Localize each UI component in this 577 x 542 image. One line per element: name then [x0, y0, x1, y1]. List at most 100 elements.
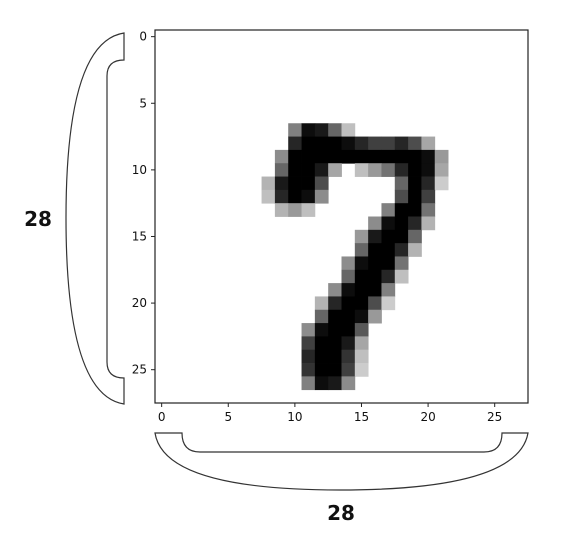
pixel-cell	[381, 269, 396, 284]
pixel-cell	[341, 309, 356, 324]
pixel-cell	[408, 149, 422, 164]
pixel-cell	[394, 149, 409, 164]
pixel-cell	[381, 243, 396, 257]
pixel-cell	[341, 296, 356, 311]
pixel-cell	[368, 229, 382, 244]
pixel-cell	[368, 163, 382, 177]
pixel-cell	[328, 336, 342, 351]
pixel-cell	[314, 123, 329, 137]
pixel-cell	[328, 363, 342, 377]
y-tick-label: 0	[139, 30, 147, 44]
pixel-cell	[314, 163, 329, 177]
pixel-cell	[274, 163, 289, 177]
pixel-cell	[354, 336, 369, 351]
width-brace	[154, 432, 529, 491]
pixel-cell	[314, 363, 329, 377]
pixel-cell	[341, 376, 356, 391]
pixel-cell	[354, 229, 369, 244]
pixel-cell	[301, 376, 316, 391]
pixel-cell	[368, 149, 382, 164]
pixel-cell	[301, 323, 316, 337]
pixel-cell	[301, 363, 316, 377]
pixel-cell	[341, 149, 356, 164]
pixel-cell	[274, 176, 289, 191]
pixel-cell	[328, 349, 342, 364]
pixel-cell	[394, 256, 409, 271]
pixel-cell	[301, 349, 316, 364]
pixel-cell	[261, 189, 276, 204]
pixel-cell	[314, 376, 329, 391]
pixel-cell	[341, 283, 356, 297]
pixel-cell	[328, 163, 342, 177]
pixel-cell	[354, 149, 369, 164]
pixel-cell	[341, 363, 356, 377]
pixel-cell	[341, 349, 356, 364]
pixel-cell	[408, 176, 422, 191]
y-tick-label: 25	[132, 363, 147, 377]
pixel-cell	[368, 243, 382, 257]
pixel-cell	[328, 123, 342, 137]
pixel-cell	[421, 189, 436, 204]
pixel-cell	[314, 296, 329, 311]
pixel-cell	[354, 243, 369, 257]
pixel-cell	[354, 136, 369, 151]
pixel-cell	[354, 363, 369, 377]
height-label: 28	[24, 207, 52, 231]
pixel-cell	[314, 336, 329, 351]
pixel-cell	[274, 189, 289, 204]
pixel-cell	[381, 256, 396, 271]
x-tick-label: 10	[287, 410, 302, 424]
pixel-cell	[368, 309, 382, 324]
pixel-cell	[381, 283, 396, 297]
pixel-cell	[354, 283, 369, 297]
pixel-cell	[341, 256, 356, 271]
pixel-cell	[368, 216, 382, 231]
pixel-cell	[381, 149, 396, 164]
pixel-cell	[394, 176, 409, 191]
pixel-cell	[381, 296, 396, 311]
y-tick-label: 20	[132, 296, 147, 310]
pixel-cell	[328, 136, 342, 151]
pixel-cell	[261, 176, 276, 191]
pixel-cell	[301, 163, 316, 177]
pixel-cell	[394, 269, 409, 284]
pixel-cell	[341, 336, 356, 351]
pixel-cell	[408, 203, 422, 217]
x-tick-label: 5	[224, 410, 232, 424]
pixel-cell	[354, 269, 369, 284]
pixel-cell	[368, 296, 382, 311]
pixel-cell	[368, 283, 382, 297]
pixel-cell	[408, 163, 422, 177]
pixel-cell	[354, 309, 369, 324]
pixel-cell	[301, 203, 316, 217]
pixel-cell	[328, 376, 342, 391]
pixel-cell	[314, 176, 329, 191]
pixel-cell	[328, 296, 342, 311]
pixel-cell	[288, 189, 302, 204]
pixel-cell	[381, 136, 396, 151]
x-tick-label: 0	[158, 410, 166, 424]
pixel-cell	[288, 203, 302, 217]
pixel-cell	[314, 136, 329, 151]
pixel-cell	[368, 136, 382, 151]
pixel-cell	[408, 243, 422, 257]
x-tick-label: 25	[487, 410, 502, 424]
pixel-cell	[434, 163, 449, 177]
y-tick-label: 5	[139, 96, 147, 110]
pixel-cell	[381, 229, 396, 244]
pixel-cell	[301, 136, 316, 151]
pixel-cell	[301, 149, 316, 164]
pixel-cell	[434, 149, 449, 164]
pixel-cell	[408, 189, 422, 204]
pixel-cell	[288, 163, 302, 177]
pixel-cell	[314, 189, 329, 204]
pixel-cell	[421, 216, 436, 231]
pixel-cell	[354, 163, 369, 177]
pixel-cell	[368, 256, 382, 271]
y-tick-label: 15	[132, 229, 147, 243]
pixel-cell	[274, 203, 289, 217]
pixel-cell	[314, 149, 329, 164]
pixel-cell	[421, 203, 436, 217]
pixel-cell	[421, 136, 436, 151]
